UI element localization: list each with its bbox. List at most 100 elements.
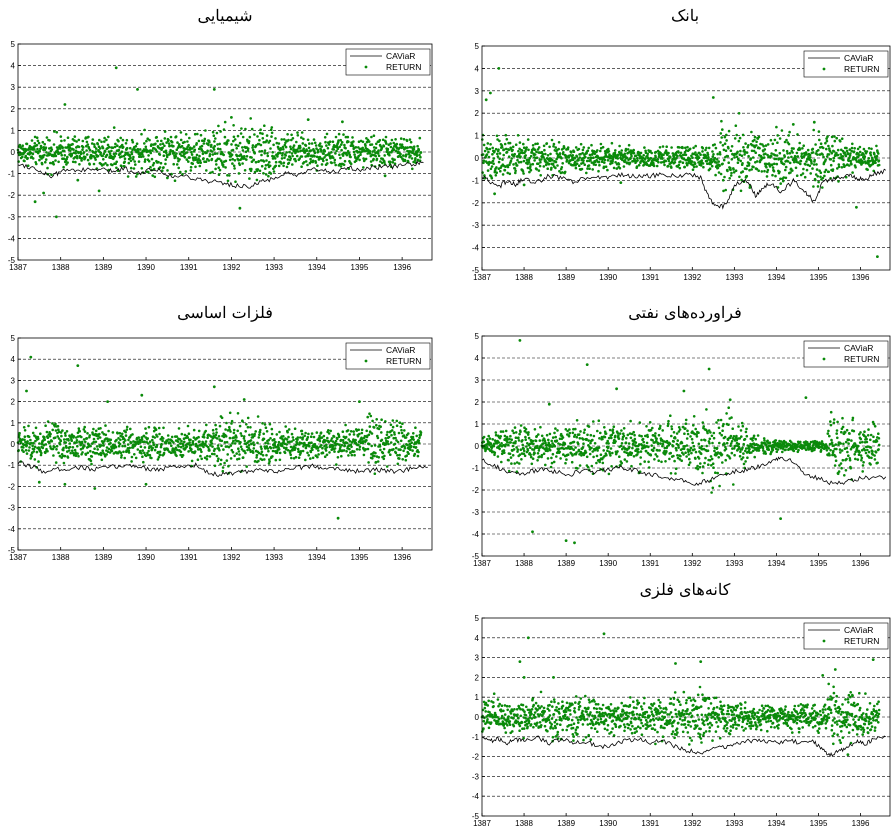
return-point — [76, 444, 79, 448]
return-point — [571, 154, 575, 157]
return-point — [694, 151, 697, 154]
return-point — [781, 179, 785, 183]
return-point — [525, 146, 528, 149]
return-point — [349, 430, 353, 433]
return-point — [760, 170, 764, 173]
return-point — [105, 453, 108, 456]
return-point — [763, 148, 767, 151]
return-point — [374, 146, 378, 150]
return-point — [102, 152, 106, 156]
return-point — [505, 138, 509, 141]
return-point — [402, 137, 406, 141]
return-point — [482, 161, 485, 165]
return-point — [306, 138, 310, 142]
return-point — [395, 424, 399, 427]
return-point — [791, 169, 794, 172]
return-point — [127, 449, 131, 452]
return-point — [411, 151, 414, 155]
return-point — [288, 150, 291, 154]
return-point — [700, 447, 704, 451]
return-point — [610, 141, 614, 145]
return-point — [352, 430, 356, 433]
return-point — [535, 434, 538, 438]
return-point — [618, 144, 621, 148]
return-point — [536, 142, 539, 145]
return-point — [88, 163, 91, 166]
return-point — [179, 442, 182, 445]
return-point — [515, 470, 519, 473]
return-point — [827, 170, 830, 174]
return-point — [268, 164, 272, 168]
return-point — [289, 453, 293, 457]
return-point — [659, 442, 662, 445]
return-point — [380, 161, 384, 165]
return-point — [282, 147, 285, 151]
return-point — [763, 169, 766, 173]
return-point — [497, 148, 500, 151]
x-tick-label: 1390 — [599, 273, 617, 282]
return-point — [249, 117, 252, 120]
return-point — [679, 454, 682, 458]
return-point — [372, 426, 376, 429]
return-point — [610, 436, 613, 440]
return-point — [821, 176, 825, 180]
return-point — [499, 169, 502, 173]
return-point — [720, 136, 723, 139]
return-point — [572, 427, 575, 431]
return-point — [714, 146, 718, 150]
return-point — [234, 143, 238, 147]
return-point — [495, 134, 499, 138]
return-point — [498, 447, 501, 451]
return-point — [844, 175, 848, 179]
return-point — [118, 431, 122, 435]
return-point — [125, 138, 129, 142]
return-point — [634, 444, 638, 448]
return-point — [523, 429, 527, 433]
return-point — [63, 454, 67, 458]
return-point — [410, 146, 414, 149]
return-point — [43, 438, 46, 441]
return-point — [542, 442, 545, 445]
return-point — [745, 174, 749, 178]
return-point — [593, 442, 597, 445]
return-point — [615, 167, 619, 170]
return-point — [571, 454, 574, 457]
return-point — [95, 451, 99, 455]
return-point — [198, 154, 201, 158]
return-point — [710, 160, 714, 164]
x-tick-label: 1391 — [641, 273, 659, 282]
return-point — [26, 164, 30, 167]
return-point — [503, 451, 506, 454]
return-point — [233, 159, 237, 162]
return-point — [599, 142, 603, 146]
return-point — [840, 166, 844, 169]
return-point — [270, 126, 274, 129]
return-point — [169, 148, 172, 152]
return-point — [60, 139, 63, 143]
return-point — [551, 158, 554, 162]
return-point — [224, 435, 228, 438]
return-point — [849, 152, 852, 155]
return-point — [716, 451, 720, 454]
return-point — [212, 88, 216, 91]
return-point — [380, 418, 383, 421]
return-point — [418, 159, 422, 162]
return-point — [131, 433, 134, 436]
return-point — [646, 435, 649, 439]
return-point — [170, 140, 174, 144]
return-point — [574, 446, 577, 449]
return-point — [404, 436, 408, 439]
return-point — [567, 156, 571, 159]
return-point — [621, 158, 624, 162]
return-point — [507, 443, 510, 447]
return-point — [863, 155, 867, 158]
return-point — [681, 425, 685, 429]
return-point — [216, 444, 220, 447]
return-point — [318, 434, 321, 438]
return-point — [661, 429, 664, 432]
return-point — [564, 447, 568, 450]
return-point — [264, 426, 268, 429]
return-point — [502, 153, 505, 157]
return-point — [127, 161, 131, 165]
return-point — [177, 427, 181, 430]
